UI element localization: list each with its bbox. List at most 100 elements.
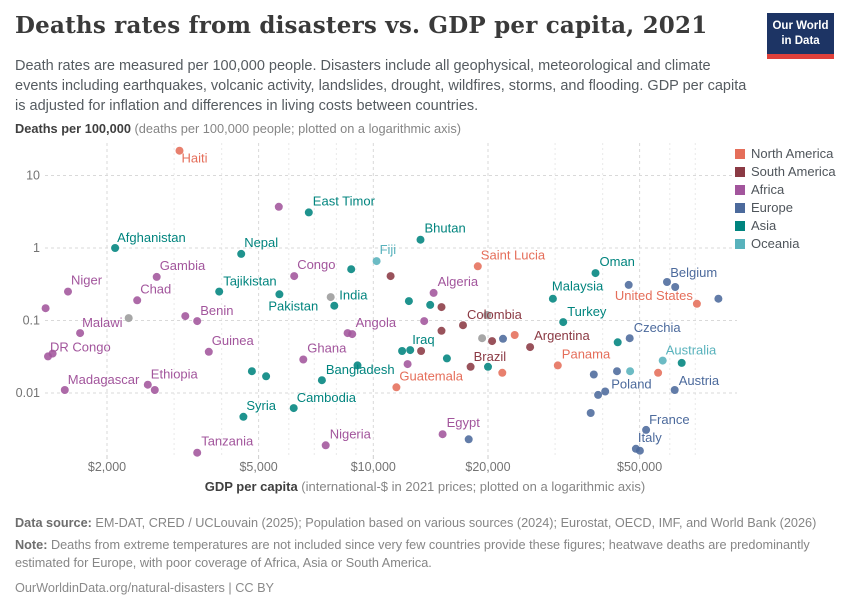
point-cambodia[interactable]	[289, 404, 298, 413]
data-point[interactable]	[714, 294, 723, 303]
data-point[interactable]	[437, 326, 446, 335]
point-algeria[interactable]	[429, 288, 438, 297]
point-brazil[interactable]	[466, 362, 475, 371]
point-haiti[interactable]	[175, 146, 184, 155]
point-malawi[interactable]	[76, 329, 85, 338]
data-point[interactable]	[347, 265, 356, 274]
point-malaysia[interactable]	[548, 294, 557, 303]
data-point[interactable]	[613, 338, 622, 347]
legend-item-africa[interactable]: Africa	[735, 183, 836, 196]
point-bangladesh[interactable]	[317, 376, 326, 385]
data-point[interactable]	[124, 314, 133, 323]
point-tanzania[interactable]	[193, 448, 202, 457]
data-point[interactable]	[613, 367, 621, 376]
data-point[interactable]	[417, 347, 426, 355]
data-point[interactable]	[262, 372, 271, 381]
point-belgium[interactable]	[671, 283, 680, 291]
country-label-guatemala: Guatemala	[399, 368, 463, 383]
logo-line1: Our World	[772, 20, 829, 33]
point-turkey[interactable]	[559, 318, 568, 327]
data-point[interactable]	[403, 360, 412, 369]
data-point[interactable]	[353, 361, 362, 370]
data-point[interactable]	[420, 317, 429, 326]
data-point[interactable]	[589, 370, 598, 379]
x-axis-title-rest: (international-$ in 2021 prices; plotted…	[297, 479, 646, 494]
data-point[interactable]	[510, 331, 519, 339]
data-point[interactable]	[348, 330, 357, 339]
point-iraq[interactable]	[406, 346, 415, 355]
data-point[interactable]	[247, 367, 256, 376]
data-point[interactable]	[150, 386, 159, 394]
legend-item-asia[interactable]: Asia	[735, 219, 836, 232]
point-chad[interactable]	[133, 296, 142, 305]
country-label-tanzania: Tanzania	[201, 434, 254, 449]
point-colombia[interactable]	[459, 321, 467, 330]
data-point[interactable]	[654, 368, 663, 377]
point-united-states[interactable]	[692, 299, 701, 308]
point-australia[interactable]	[658, 356, 667, 365]
point-nepal[interactable]	[237, 249, 246, 258]
data-source-label: Data source:	[15, 516, 92, 530]
point-czechia[interactable]	[625, 334, 634, 343]
point-egypt[interactable]	[438, 430, 447, 439]
point-pakistan[interactable]	[275, 290, 284, 299]
point-ghana[interactable]	[299, 355, 308, 364]
point-india[interactable]	[330, 301, 339, 310]
country-label-bangladesh: Bangladesh	[326, 362, 395, 377]
note-label: Note:	[15, 538, 48, 553]
point-argentina[interactable]	[526, 343, 535, 352]
data-point[interactable]	[464, 435, 473, 444]
point-east-timor[interactable]	[304, 208, 313, 217]
legend-item-north-america[interactable]: North America	[735, 147, 836, 160]
data-point[interactable]	[498, 368, 507, 377]
data-point[interactable]	[437, 303, 446, 312]
data-point[interactable]	[484, 362, 492, 371]
data-point[interactable]	[398, 347, 407, 355]
point-bhutan[interactable]	[416, 235, 425, 244]
data-point[interactable]	[677, 358, 686, 367]
point-syria[interactable]	[239, 412, 248, 421]
data-point[interactable]	[663, 278, 671, 286]
legend-item-oceania[interactable]: Oceania	[735, 237, 836, 250]
country-label-czechia: Czechia	[634, 320, 682, 335]
data-point[interactable]	[483, 311, 492, 319]
data-point[interactable]	[635, 446, 644, 455]
data-point[interactable]	[488, 337, 497, 346]
data-point[interactable]	[594, 390, 603, 399]
point-france[interactable]	[642, 425, 651, 434]
data-point[interactable]	[386, 272, 395, 281]
data-point[interactable]	[181, 312, 190, 321]
data-point[interactable]	[624, 280, 633, 289]
data-point[interactable]	[326, 293, 335, 302]
point-afghanistan[interactable]	[111, 244, 120, 252]
point-congo[interactable]	[290, 272, 299, 281]
data-point[interactable]	[274, 202, 283, 211]
point-nigeria[interactable]	[321, 441, 330, 450]
point-guinea[interactable]	[204, 347, 213, 356]
point-panama[interactable]	[553, 361, 562, 370]
data-point[interactable]	[426, 300, 435, 309]
data-point[interactable]	[478, 334, 487, 343]
data-point[interactable]	[499, 334, 507, 343]
legend-item-europe[interactable]: Europe	[735, 201, 836, 214]
point-ethiopia[interactable]	[143, 380, 152, 389]
point-gambia[interactable]	[152, 272, 161, 281]
point-niger[interactable]	[64, 287, 72, 296]
x-tick-label: $20,000	[465, 460, 510, 474]
data-point[interactable]	[41, 304, 50, 313]
legend-item-south-america[interactable]: South America	[735, 165, 836, 178]
point-benin[interactable]	[193, 317, 202, 326]
point-saint-lucia[interactable]	[473, 262, 482, 271]
point-guatemala[interactable]	[392, 383, 401, 392]
point-poland[interactable]	[601, 387, 610, 396]
data-point[interactable]	[442, 354, 451, 363]
data-point[interactable]	[586, 409, 595, 417]
data-point[interactable]	[404, 297, 413, 306]
data-point[interactable]	[626, 367, 635, 376]
point-madagascar[interactable]	[60, 386, 69, 394]
data-point[interactable]	[48, 349, 57, 358]
point-fiji[interactable]	[372, 257, 381, 266]
point-tajikistan[interactable]	[215, 287, 224, 296]
point-oman[interactable]	[591, 269, 600, 278]
point-austria[interactable]	[670, 386, 679, 394]
